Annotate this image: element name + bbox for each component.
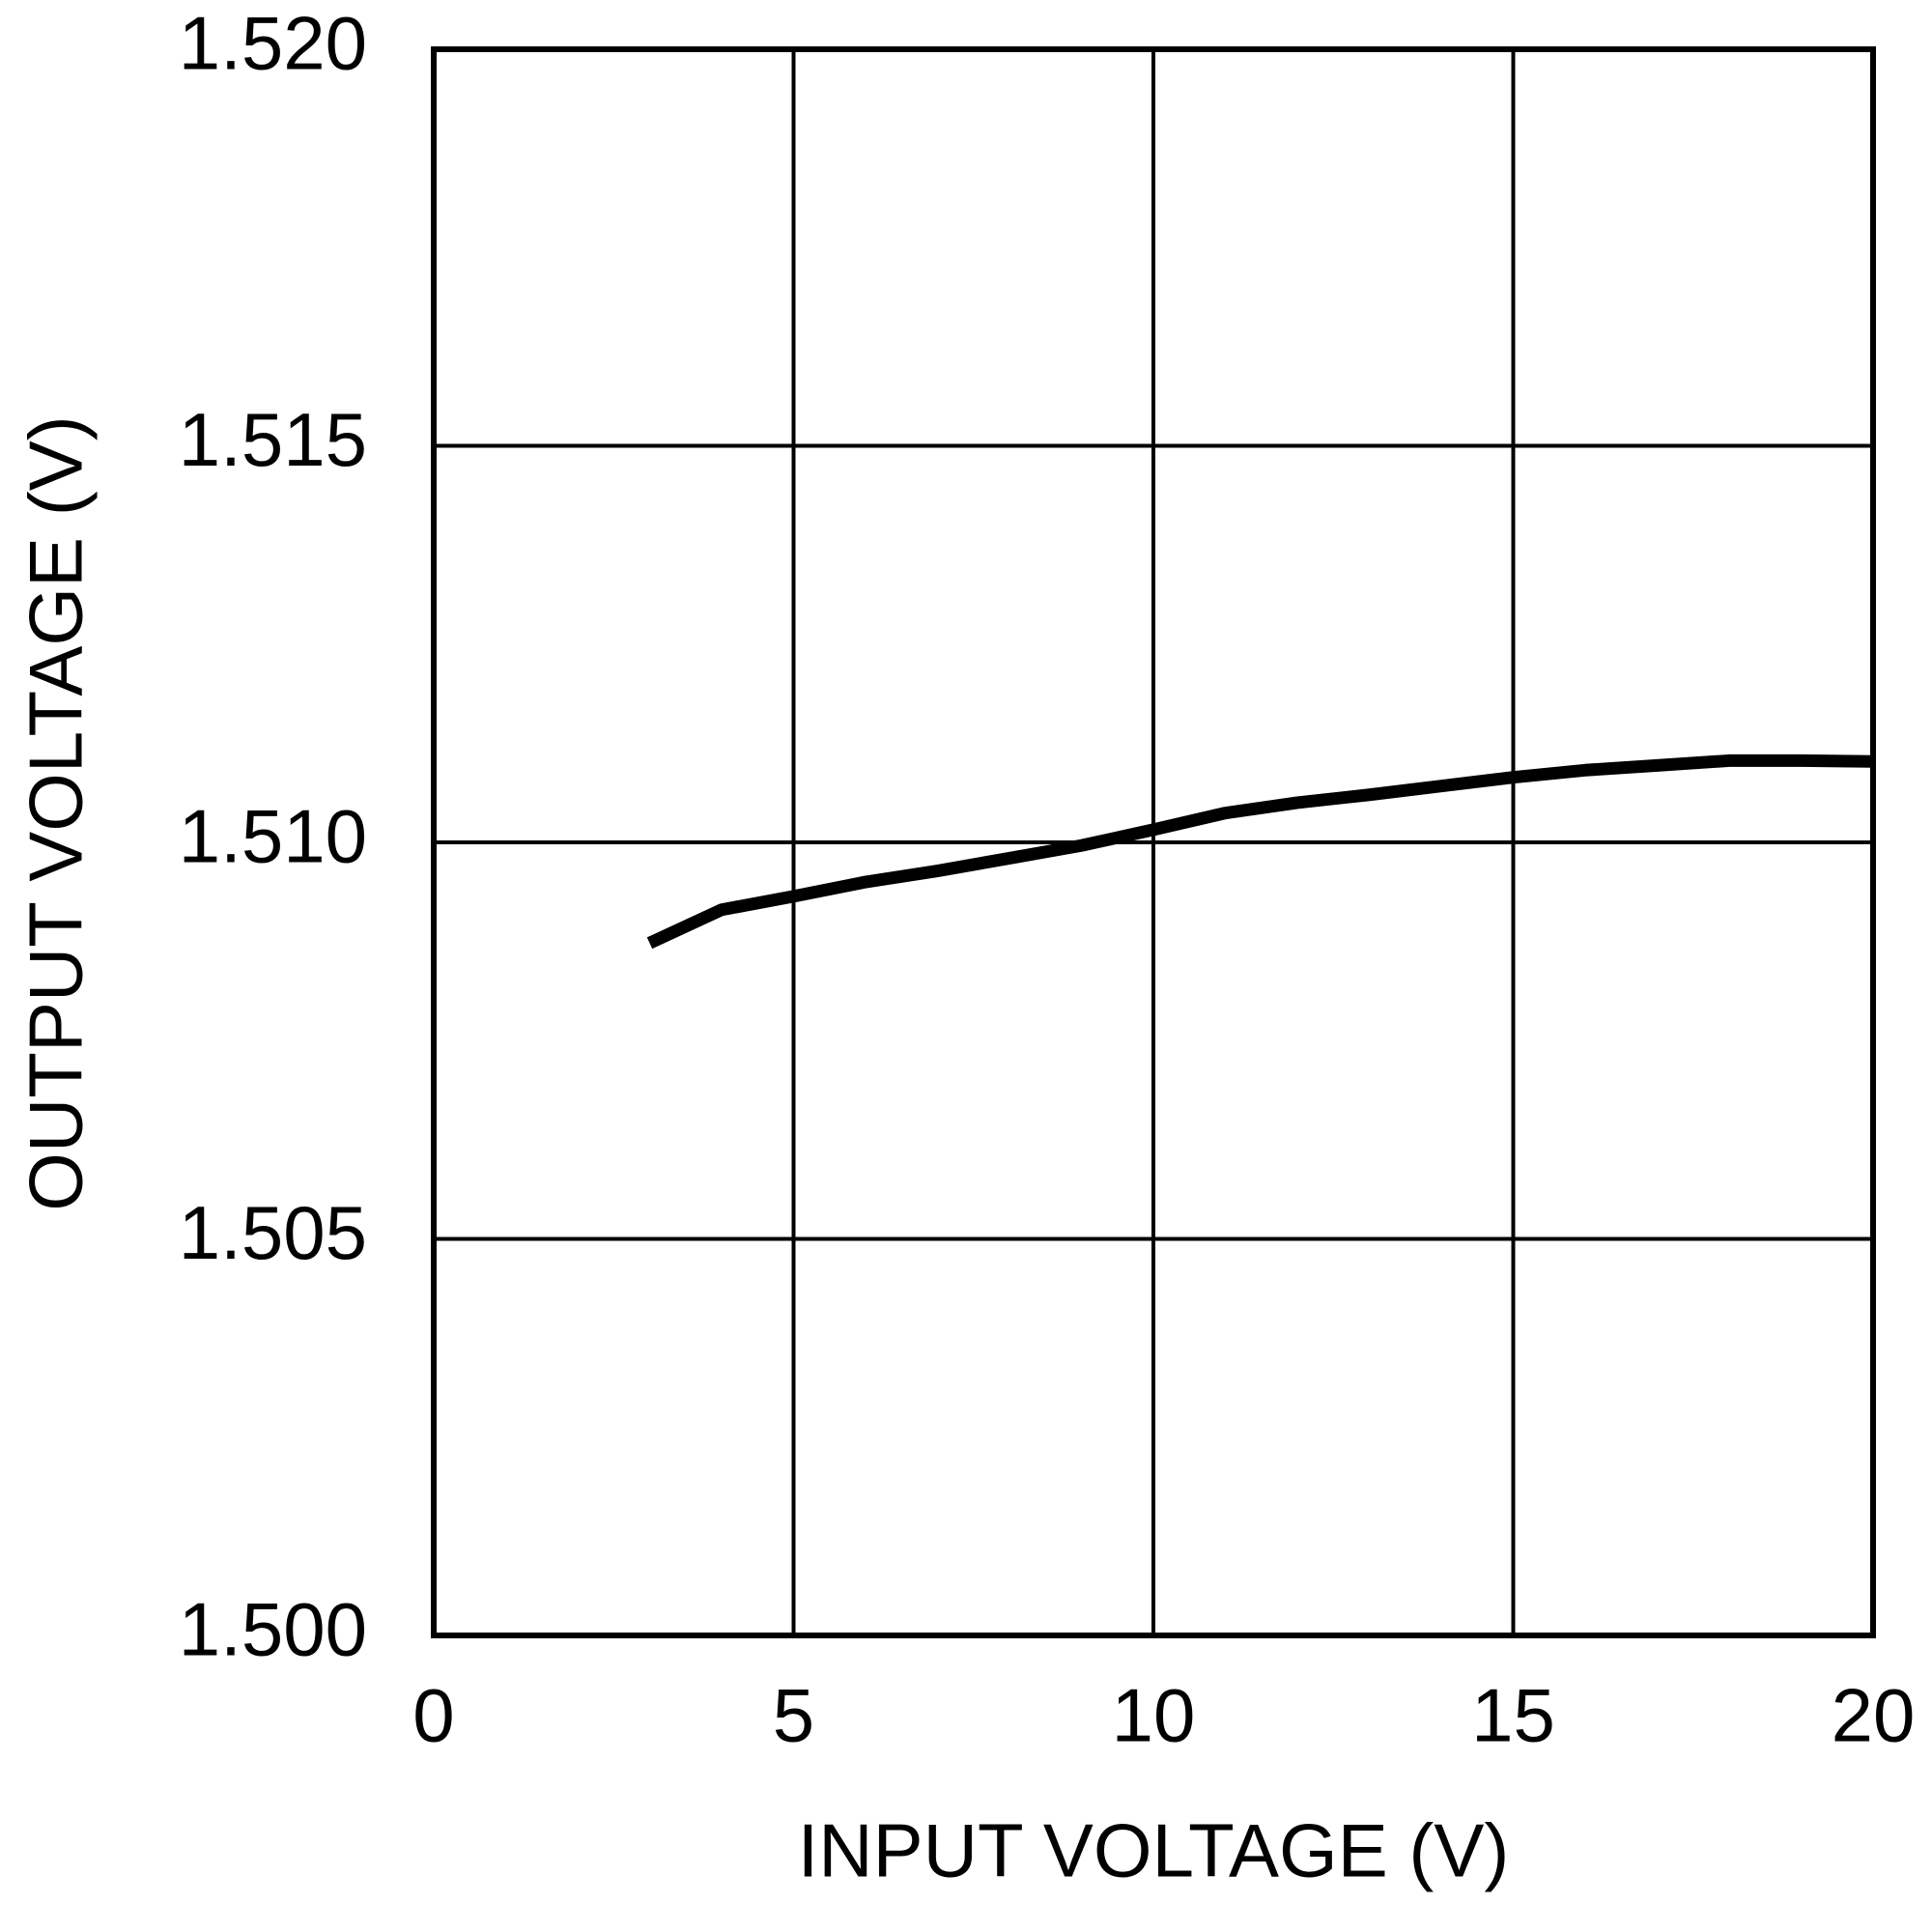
- y-tick-label: 1.500: [179, 1587, 367, 1672]
- x-tick-label: 10: [1112, 1673, 1196, 1758]
- x-axis-label: INPUT VOLTAGE (V): [798, 1808, 1510, 1893]
- y-tick-label: 1.510: [179, 794, 367, 879]
- x-tick-label: 0: [412, 1673, 454, 1758]
- x-tick-label: 15: [1471, 1673, 1555, 1758]
- y-tick-label: 1.515: [179, 397, 367, 482]
- y-tick-label: 1.505: [179, 1190, 367, 1275]
- y-axis-label: OUTPUT VOLTAGE (V): [14, 415, 99, 1210]
- data-line: [646, 753, 1874, 950]
- x-tick-label: 5: [773, 1673, 814, 1758]
- y-tick-label: 1.520: [179, 1, 367, 86]
- x-tick-label: 20: [1832, 1673, 1916, 1758]
- plot-frame: [431, 46, 1876, 1638]
